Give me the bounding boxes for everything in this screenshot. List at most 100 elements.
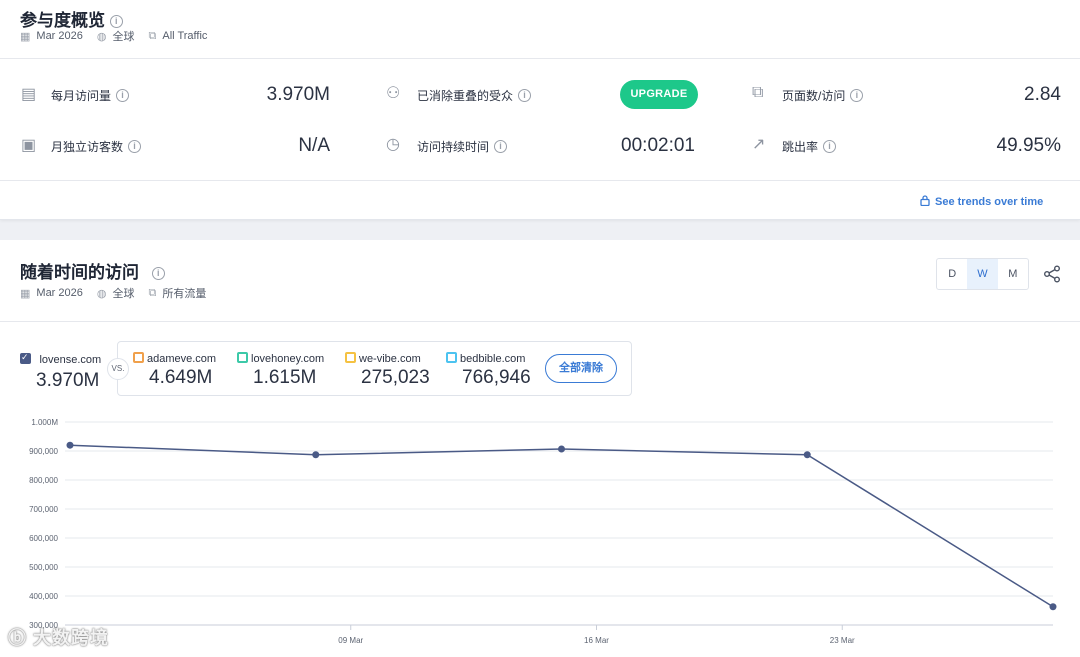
- bounce-rate-label: 跳出率: [782, 140, 819, 154]
- monthly-visits-label-row: 每月访问量 i: [51, 87, 130, 104]
- dedup-audience-label: 已消除重叠的受众: [417, 89, 514, 103]
- competitor-item[interactable]: we-vibe.com 275,023: [345, 349, 430, 389]
- data-point: [558, 445, 565, 453]
- checkbox-icon[interactable]: [446, 352, 457, 364]
- overview-meta: ▦ Mar 2026 ◍ 全球 ⧉ All Traffic: [20, 28, 207, 44]
- main-site-value: 3.970M: [36, 370, 100, 391]
- trend-arrow-icon: ↗: [752, 136, 766, 153]
- competitor-domain: we-vibe.com: [359, 353, 421, 365]
- overview-date: Mar 2026: [36, 30, 83, 42]
- y-tick-label: 400,000: [29, 592, 58, 601]
- competitor-item[interactable]: bedbible.com 766,946: [446, 349, 531, 389]
- clear-all-button[interactable]: 全部清除: [545, 354, 617, 383]
- divider: [0, 321, 1080, 322]
- watermark: ⓑ 大数跨境: [8, 624, 109, 650]
- stopwatch-icon: ◷: [386, 136, 400, 153]
- checkbox-checked-icon[interactable]: [20, 352, 31, 365]
- pages-per-visit-label: 页面数/访问: [782, 89, 846, 103]
- info-icon[interactable]: i: [116, 89, 130, 102]
- share-icon[interactable]: [1043, 265, 1061, 288]
- overview-title: 参与度概览: [20, 11, 105, 30]
- competitor-value: 766,946: [462, 367, 531, 388]
- devices-icon: ⧉: [148, 286, 157, 299]
- see-trends-label: See trends over time: [935, 196, 1044, 208]
- pages-icon: ⧉: [752, 84, 764, 101]
- id-card-icon: ▣: [21, 137, 37, 154]
- bounce-rate-value: 49.95%: [996, 135, 1061, 156]
- info-icon[interactable]: i: [151, 267, 165, 281]
- competitor-domain: bedbible.com: [460, 353, 526, 365]
- visits-title: 随着时间的访问: [20, 263, 139, 282]
- watermark-text: 大数跨境: [33, 628, 110, 648]
- competitor-value: 275,023: [361, 367, 430, 388]
- data-point: [312, 451, 320, 459]
- data-point: [1049, 603, 1057, 611]
- x-tick-label: 23 Mar: [830, 636, 855, 645]
- checkbox-icon[interactable]: [237, 352, 248, 364]
- competitor-value: 1.615M: [253, 367, 317, 388]
- users-icon: ⚇: [386, 85, 401, 102]
- globe-icon: ◍: [96, 30, 107, 43]
- granularity-week-button[interactable]: W: [967, 259, 998, 289]
- divider: [0, 180, 1080, 181]
- pages-per-visit-label-row: 页面数/访问 i: [782, 87, 864, 104]
- calendar-icon: ▤: [21, 86, 37, 103]
- monthly-visits-label: 每月访问量: [51, 89, 112, 103]
- y-tick-label: 900,000: [29, 447, 58, 456]
- info-icon[interactable]: i: [109, 15, 123, 29]
- series-line: [69, 444, 1054, 608]
- globe-icon: ◍: [96, 287, 107, 300]
- granularity-month-button[interactable]: M: [1008, 268, 1018, 280]
- info-icon[interactable]: i: [823, 140, 837, 153]
- y-tick-label: 500,000: [29, 563, 58, 572]
- engagement-overview-card: 参与度概览 i ▦ Mar 2026 ◍ 全球 ⧉ All Traffic ▤ …: [0, 0, 1080, 220]
- visit-duration-label: 访问持续时间: [417, 140, 490, 154]
- granularity-day-button[interactable]: D: [948, 268, 957, 280]
- x-tick-label: 16 Mar: [584, 636, 609, 645]
- see-trends-link[interactable]: See trends over time: [920, 195, 1043, 209]
- competitor-domain: lovehoney.com: [251, 353, 325, 365]
- watermark-logo-icon: ⓑ: [8, 628, 34, 648]
- checkbox-icon[interactable]: [345, 352, 356, 364]
- visit-duration-value: 00:02:01: [621, 135, 695, 156]
- y-tick-label: 800,000: [29, 476, 58, 485]
- y-tick-label: 300,000: [29, 621, 58, 630]
- competitor-domain: adameve.com: [147, 353, 217, 365]
- info-icon[interactable]: i: [494, 140, 508, 153]
- upgrade-button[interactable]: UPGRADE: [620, 80, 698, 109]
- main-site-domain: lovense.com: [39, 354, 102, 366]
- info-icon[interactable]: i: [128, 140, 142, 153]
- monthly-unique-label: 月独立访客数: [51, 140, 124, 154]
- visits-traffic: 所有流量: [162, 288, 207, 300]
- data-point: [803, 451, 811, 459]
- overview-region: 全球: [112, 31, 135, 43]
- granularity-toggle: D W M: [936, 258, 1029, 290]
- pages-per-visit-value: 2.84: [1024, 84, 1061, 105]
- checkbox-icon[interactable]: [133, 352, 144, 364]
- competitor-item[interactable]: lovehoney.com 1.615M: [237, 349, 324, 389]
- y-tick-label: 1.000M: [31, 418, 58, 427]
- x-tick-label: 09 Mar: [338, 636, 363, 645]
- visits-title-row: 随着时间的访问 i: [20, 258, 165, 283]
- monthly-unique-value: N/A: [298, 135, 330, 156]
- visits-meta: ▦ Mar 2026 ◍ 全球 ⧉ 所有流量: [20, 285, 206, 301]
- info-icon[interactable]: i: [850, 89, 864, 102]
- y-tick-label: 600,000: [29, 534, 58, 543]
- main-site-legend[interactable]: lovense.com 3.970M: [20, 350, 101, 392]
- dedup-audience-label-row: 已消除重叠的受众 i: [417, 87, 532, 104]
- info-icon[interactable]: i: [518, 89, 532, 102]
- calendar-icon: ▦: [20, 287, 31, 300]
- visit-duration-label-row: 访问持续时间 i: [417, 138, 508, 155]
- overview-traffic: All Traffic: [162, 30, 208, 42]
- visits-line-chart: 1.000M 900,000 800,000 700,000 600,000 500,00…: [29, 418, 1057, 645]
- data-point: [66, 441, 74, 449]
- divider: [0, 58, 1080, 59]
- competitor-item[interactable]: adameve.com 4.649M: [133, 349, 216, 389]
- devices-icon: ⧉: [148, 29, 157, 42]
- bounce-rate-label-row: 跳出率 i: [782, 138, 837, 155]
- visits-date: Mar 2026: [36, 287, 83, 299]
- monthly-unique-label-row: 月独立访客数 i: [51, 138, 142, 155]
- overview-title-row: 参与度概览 i: [20, 6, 123, 31]
- monthly-visits-value: 3.970M: [266, 84, 330, 105]
- calendar-icon: ▦: [20, 30, 31, 43]
